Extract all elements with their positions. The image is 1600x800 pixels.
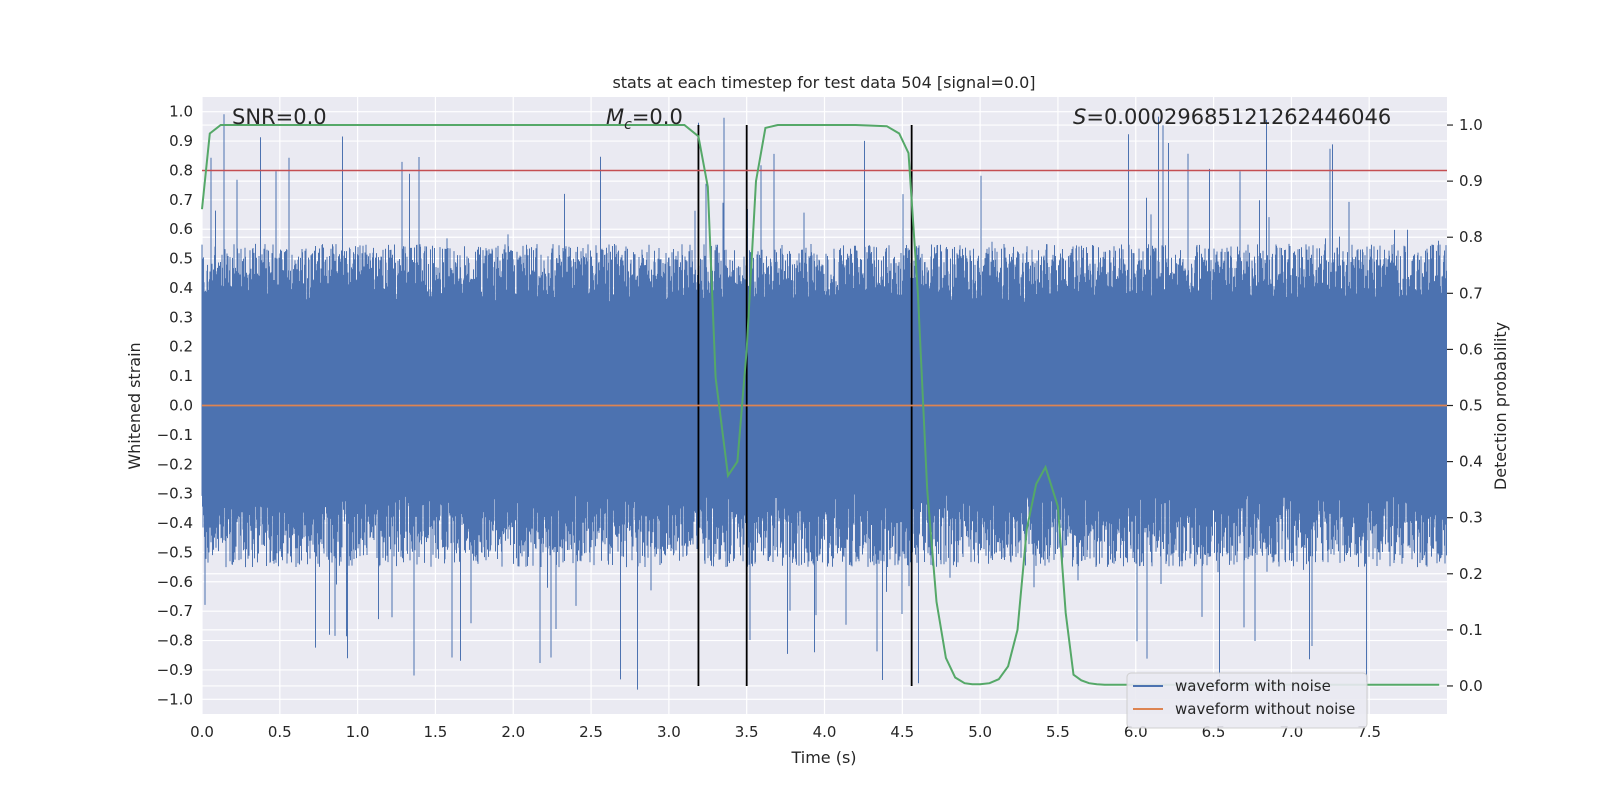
legend-label-clean: waveform without noise	[1175, 700, 1355, 718]
s-symbol: S	[1073, 105, 1086, 129]
y-left-tick-label: −0.6	[157, 573, 193, 591]
mc-subscript: c	[624, 117, 632, 133]
y-right-tick-label: 0.4	[1459, 453, 1483, 471]
x-tick-label: 5.5	[1046, 723, 1070, 741]
y-right-tick-label: 0.7	[1459, 284, 1483, 302]
y-left-tick-label: 0.7	[169, 191, 193, 209]
x-tick-label: 0.0	[190, 723, 214, 741]
y-right-tick-label: 0.0	[1459, 677, 1483, 695]
y-right-tick-label: 1.0	[1459, 116, 1483, 134]
y-left-tick-label: −0.2	[157, 455, 193, 473]
y-right-tick-label: 0.9	[1459, 172, 1483, 190]
y-left-tick-label: −0.4	[157, 514, 193, 532]
y-left-tick-label: 0.5	[169, 250, 193, 268]
noise-series	[201, 114, 1447, 690]
y-left-tick-label: 0.2	[169, 338, 193, 356]
x-axis-label: Time (s)	[790, 748, 856, 767]
noise-waveform	[201, 114, 1447, 690]
mc-annotation: Mc=0.0	[606, 105, 683, 133]
y-left-tick-label: 0.1	[169, 367, 193, 385]
y-left-axis-label: Whitened strain	[125, 342, 144, 469]
y-left-tick-label: −0.8	[157, 632, 193, 650]
y-left-tick-label: 0.4	[169, 279, 193, 297]
y-left-tick-label: 1.0	[169, 103, 193, 121]
y-right-ticks: 0.0 0.1 0.2 0.3 0.4 0.5 0.6 0.7 0.8 0.9 1.0	[1447, 116, 1483, 695]
y-left-tick-label: −0.3	[157, 485, 193, 503]
legend-box	[1126, 672, 1368, 729]
mc-symbol: M	[606, 105, 624, 129]
y-left-tick-label: 0.0	[169, 397, 193, 415]
y-left-tick-label: −0.1	[157, 426, 193, 444]
y-right-tick-label: 0.8	[1459, 228, 1483, 246]
y-right-tick-label: 0.1	[1459, 621, 1483, 639]
x-tick-label: 2.0	[501, 723, 525, 741]
detection-probability-line	[201, 124, 1440, 686]
y-left-tick-label: 0.8	[169, 161, 193, 179]
y-right-tick-label: 0.6	[1459, 340, 1483, 358]
legend-label-noise: waveform with noise	[1175, 677, 1331, 695]
x-tick-label: 2.5	[579, 723, 603, 741]
y-left-tick-label: −0.7	[157, 602, 193, 620]
x-tick-label: 4.0	[813, 723, 837, 741]
s-value: =0.0002968512126244604​6	[1086, 105, 1391, 129]
y-left-tick-label: −1.0	[157, 690, 193, 708]
snr-annotation: SNR=0.0	[232, 105, 327, 129]
x-tick-label: 4.5	[890, 723, 914, 741]
x-tick-label: 3.5	[735, 723, 759, 741]
y-left-tick-label: 0.3	[169, 308, 193, 326]
mc-value: =0.0	[632, 105, 683, 129]
s-annotation: S=0.0002968512126244604​6	[1073, 105, 1391, 129]
x-tick-label: 1.5	[424, 723, 448, 741]
y-left-tick-label: 0.9	[169, 132, 193, 150]
y-right-tick-label: 0.3	[1459, 509, 1483, 527]
y-right-axis-label: Detection probability	[1491, 322, 1510, 490]
x-tick-label: 1.0	[346, 723, 370, 741]
y-left-tick-label: −0.5	[157, 543, 193, 561]
x-tick-label: 5.0	[968, 723, 992, 741]
legend: waveform with noise waveform without noi…	[1126, 672, 1368, 729]
y-left-tick-label: 0.6	[169, 220, 193, 238]
y-right-tick-label: 0.2	[1459, 565, 1483, 583]
y-left-tick-label: −0.9	[157, 661, 193, 679]
y-left-ticks: −1.0 −0.9 −0.8 −0.7 −0.6 −0.5 −0.4 −0.3 −0.2 −0.1…	[157, 103, 193, 709]
x-tick-label: 3.0	[657, 723, 681, 741]
y-right-tick-label: 0.5	[1459, 397, 1483, 415]
chart-title: stats at each timestep for test data 504…	[612, 73, 1035, 92]
x-tick-label: 0.5	[268, 723, 292, 741]
